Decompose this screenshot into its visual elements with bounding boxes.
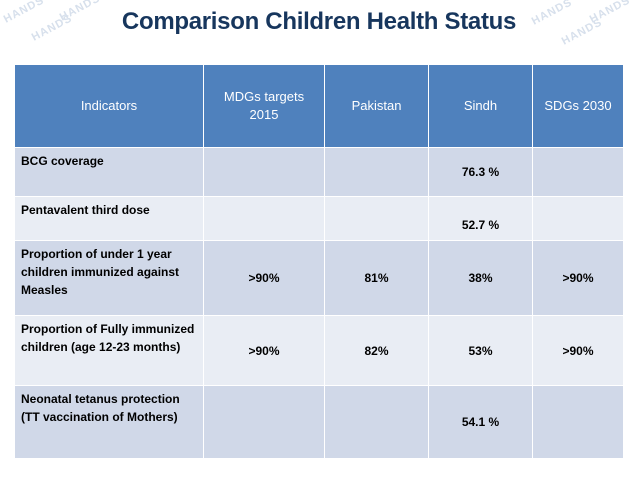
pakistan-cell	[324, 196, 429, 241]
mdgs-cell	[203, 385, 325, 459]
header-sdgs-2030: SDGs 2030	[532, 64, 624, 148]
indicator-cell: BCG coverage	[14, 147, 204, 197]
table-row: Proportion of under 1 year children immu…	[14, 240, 624, 316]
mdgs-cell: >90%	[203, 315, 325, 386]
header-sindh: Sindh	[428, 64, 533, 148]
sdgs-cell: >90%	[532, 240, 624, 316]
header-indicators: Indicators	[14, 64, 204, 148]
table-header-row: Indicators MDGs targets 2015 Pakistan Si…	[14, 64, 624, 148]
sindh-cell: 53%	[428, 315, 533, 386]
mdgs-cell: >90%	[203, 240, 325, 316]
pakistan-cell: 82%	[324, 315, 429, 386]
sdgs-cell	[532, 196, 624, 241]
sindh-cell: 76.3 %	[428, 147, 533, 197]
table-row: BCG coverage 76.3 %	[14, 147, 624, 197]
pakistan-cell: 81%	[324, 240, 429, 316]
mdgs-cell	[203, 196, 325, 241]
indicator-cell: Proportion of Fully immunized children (…	[14, 315, 204, 386]
sdgs-cell: >90%	[532, 315, 624, 386]
indicator-cell: Neonatal tetanus protection (TT vaccinat…	[14, 385, 204, 459]
sindh-cell: 52.7 %	[428, 196, 533, 241]
sindh-cell: 54.1 %	[428, 385, 533, 459]
header-pakistan: Pakistan	[324, 64, 429, 148]
pakistan-cell	[324, 147, 429, 197]
table-row: Neonatal tetanus protection (TT vaccinat…	[14, 385, 624, 459]
indicator-cell: Proportion of under 1 year children immu…	[14, 240, 204, 316]
sindh-cell: 38%	[428, 240, 533, 316]
page-title: Comparison Children Health Status	[121, 8, 517, 35]
table-row: Pentavalent third dose 52.7 %	[14, 196, 624, 241]
table-row: Proportion of Fully immunized children (…	[14, 315, 624, 386]
header-mdgs-targets-2015: MDGs targets 2015	[203, 64, 325, 148]
sdgs-cell	[532, 385, 624, 459]
health-status-table: Indicators MDGs targets 2015 Pakistan Si…	[14, 64, 624, 459]
mdgs-cell	[203, 147, 325, 197]
sdgs-cell	[532, 147, 624, 197]
pakistan-cell	[324, 385, 429, 459]
indicator-cell: Pentavalent third dose	[14, 196, 204, 241]
